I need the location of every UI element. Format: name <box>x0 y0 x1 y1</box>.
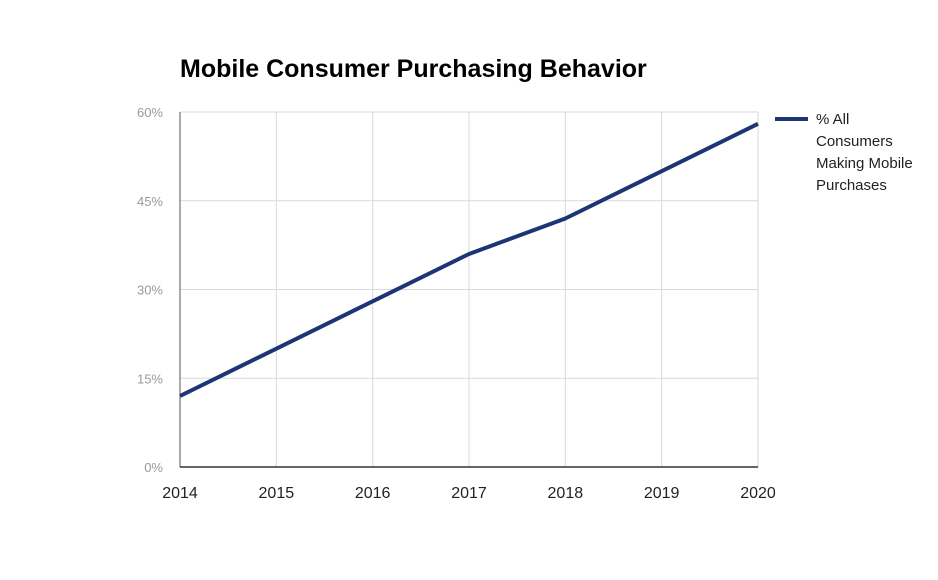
series-layer <box>179 122 759 398</box>
y-axis-labels: 0% 15% 30% 45% 60% <box>137 105 163 475</box>
y-tick-label: 60% <box>137 105 163 120</box>
y-tick-label: 30% <box>137 283 163 298</box>
y-tick-label: 45% <box>137 194 163 209</box>
legend-label: % All Consumers Making Mobile Purchases <box>816 111 913 194</box>
x-tick-label: 2015 <box>259 485 295 502</box>
series-line <box>179 122 759 398</box>
y-tick-label: 15% <box>137 371 163 386</box>
x-tick-label: 2014 <box>162 485 198 502</box>
x-axis-labels: 2014 2015 2016 2017 2018 2019 2020 <box>162 485 776 502</box>
legend: % All Consumers Making Mobile Purchases <box>775 111 913 194</box>
x-tick-label: 2020 <box>740 485 776 502</box>
axes <box>179 112 758 468</box>
x-tick-label: 2017 <box>451 485 487 502</box>
y-tick-label: 0% <box>144 460 163 475</box>
chart-title: Mobile Consumer Purchasing Behavior <box>180 55 647 83</box>
x-tick-label: 2018 <box>548 485 584 502</box>
x-tick-label: 2019 <box>644 485 680 502</box>
grid <box>180 111 759 467</box>
x-tick-label: 2016 <box>355 485 391 502</box>
